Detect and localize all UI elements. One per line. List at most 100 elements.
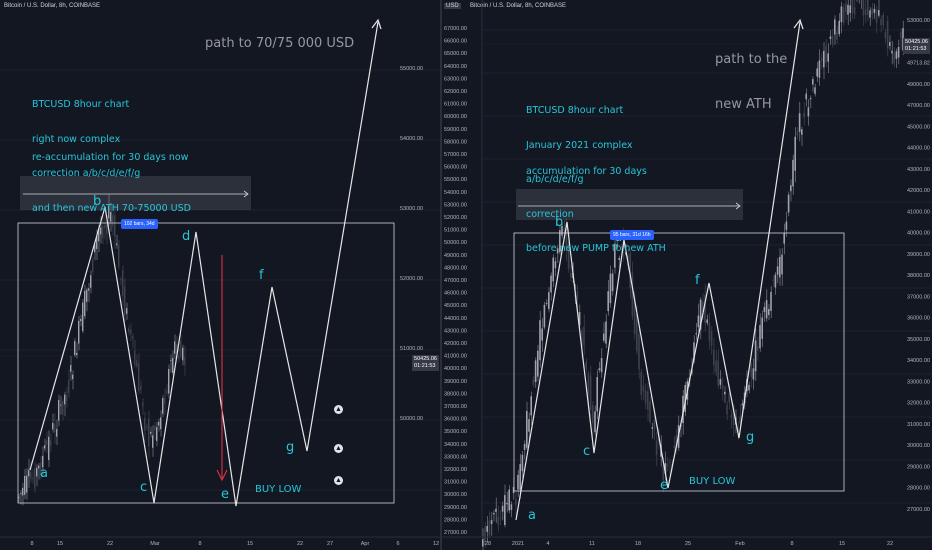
candle-body [160,417,162,430]
price-tick-label: 53000.00 [400,206,423,212]
price-tick-label: 62000.00 [444,89,467,95]
candle-body [798,113,801,132]
candle-body [818,60,821,78]
left-chart-panel[interactable]: Bitcoin / U.S. Dollar, 8h, COINBASE 5500… [0,0,441,550]
candle-body [495,508,497,512]
wave-label-a: a [528,508,536,523]
candle-body [871,8,873,15]
time-tick-label: Apr [361,541,370,547]
candle-body [543,304,546,328]
up-arrow-icon[interactable]: ▲ [334,476,343,485]
candle-body [138,363,140,392]
price-tick-label: 44000.00 [444,316,467,322]
candle-body [893,53,895,64]
candle-body [649,401,651,423]
left-chart-canvas[interactable]: 55000.00 54000.00 53000.00 52000.00 51000.00… [0,0,441,550]
measure-tag[interactable]: 102 bars, 34d [121,219,158,229]
right-price-tick-label: 45000.00 [907,124,930,130]
candle-body [172,357,174,373]
candle-body [585,361,587,369]
wave-path-arrowhead [371,18,382,30]
candle-body [867,0,869,15]
candle-body [76,352,78,356]
candle-body [42,455,44,468]
currency-badge[interactable]: USD [444,3,461,9]
time-tick-label: 8 [790,541,793,547]
price-tick-label: 55000.00 [444,177,467,183]
price-tick-label: 55000.00 [400,66,423,72]
candle-body [717,360,719,386]
left-annotation: BTCUSD 8hour chart right now complex cor… [32,76,191,237]
candle-body [638,333,640,370]
candle-body [40,462,42,476]
candle-body [862,0,865,16]
price-tick-label: 52000.00 [400,276,423,282]
candle-body [842,7,845,24]
candle-body [90,275,92,288]
candle-body [869,10,871,18]
candle-body [699,299,702,330]
candle-body [600,358,603,373]
price-tick-label: 49000.00 [444,253,467,259]
candle-body [104,224,106,229]
candle-body [864,9,867,16]
candle-body [517,474,519,490]
candle-body [497,517,499,526]
price-tick-label: 56000.00 [444,165,467,171]
candle-body [730,414,733,418]
candle-body [515,498,517,506]
candle-body [86,289,88,302]
candle-body [836,31,838,40]
right-chart-canvas[interactable]: 67000.00 66000.00 65000.00 64000.00 63000.00… [442,0,932,550]
candle-body [108,205,110,219]
time-tick-label: 22 [297,541,303,547]
candle-body [684,385,686,412]
up-arrow-icon[interactable]: ▲ [334,444,343,453]
candle-body [176,343,178,354]
price-tick-label: 64000.00 [444,64,467,70]
candle-body [682,395,684,424]
candle-body [589,375,592,411]
right-price-tick-label: 42000.00 [907,188,930,194]
candle-body [84,290,86,317]
candle-body [880,19,882,26]
candle-body [80,318,82,322]
candle-body [182,347,184,361]
panel-divider[interactable] [440,0,442,550]
price-tick-label: 50000.00 [400,416,423,422]
candle-body [30,472,32,479]
candle-body [106,223,108,234]
price-tick-label: 63000.00 [444,76,467,82]
right-annotation-line: a/b/c/d/e/f/g [526,174,584,185]
candle-body [829,36,832,39]
candle-body [675,435,678,449]
time-tick-label: 15 [57,541,63,547]
candle-body [900,31,902,39]
candle-body [541,328,543,341]
right-price-tick-label: 40000.00 [907,231,930,237]
candle-body [779,256,781,278]
right-chart-panel[interactable]: Bitcoin / U.S. Dollar, 8h, COINBASE USD … [442,0,932,550]
candle-body [488,520,491,536]
candle-body [94,245,96,253]
right-path-label: path to the new ATH [715,22,787,142]
candle-body [724,391,726,395]
left-path-label: path to 70/75 000 USD [205,36,355,51]
candle-body [851,0,854,13]
candle-body [530,396,532,416]
up-arrow-icon[interactable]: ▲ [334,405,343,414]
price-tick-label: 43000.00 [444,328,467,334]
candle-body [790,185,792,192]
candle-body [68,380,70,394]
time-tick-label: 6 [396,541,399,547]
candle-body [559,230,561,253]
right-price-tick-label: 34000.00 [907,358,930,364]
candle-body [126,308,128,314]
measure-tag[interactable]: 95 bars, 31d 16h [610,230,654,240]
candle-body [554,261,557,269]
candle-body [816,68,818,77]
candle-body [48,436,50,461]
candle-body [752,368,755,380]
time-tick-label: 12 [433,541,439,547]
right-price-tick-label: 33000.00 [907,379,930,385]
